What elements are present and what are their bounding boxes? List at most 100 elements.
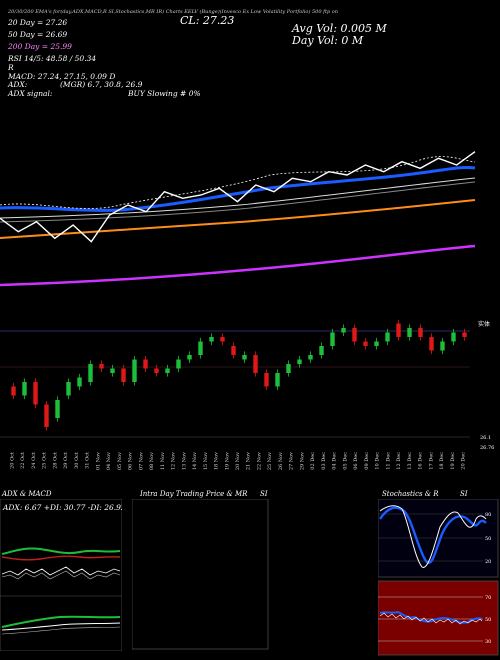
x-tick-label: 31 Oct [85, 452, 91, 469]
x-tick-label: 16 Dec [418, 452, 424, 470]
x-tick-label: 15 Nov [203, 452, 209, 470]
candle-body [374, 341, 379, 346]
intra-day-panel [132, 499, 269, 650]
candle-body [286, 364, 291, 373]
candle-body [44, 404, 49, 427]
candle-body [154, 368, 159, 373]
rsi-signal-line [379, 612, 483, 625]
candle-body [143, 359, 148, 369]
close-price-line [0, 151, 476, 243]
stoch-rsi-panel: 80 50 20 70 50 30 [378, 499, 499, 656]
candle-body [187, 355, 192, 360]
adx-label: ADX: [8, 80, 28, 89]
avg-vol-label: Avg Vol: 0.005 M [292, 22, 387, 35]
macd-label: MACD: 27.24, 27.15, 0.09 D [8, 72, 116, 81]
candle-body [77, 377, 82, 387]
adx-plus-di-line [1, 547, 121, 555]
x-axis-dates: 20 Oct 22 Oct 24 Oct 25 Oct 28 Oct 29 Oct 30 O… [9, 452, 466, 470]
candle-body [110, 368, 115, 373]
candle-body [55, 400, 60, 418]
x-tick-label: 22 Nov [256, 452, 262, 470]
candle-body [11, 386, 16, 396]
candle-body [66, 382, 71, 396]
x-tick-label: 11 Dec [385, 452, 391, 470]
candle-body [220, 337, 225, 342]
candle-body [132, 359, 137, 382]
candle-body [385, 332, 390, 342]
stoch-level-50: 50 [485, 536, 491, 542]
x-tick-label: 07 Nov [138, 452, 144, 470]
candle-body [253, 355, 258, 373]
candle-body [99, 364, 104, 369]
candle-body [341, 328, 346, 333]
candle-body [429, 337, 434, 351]
x-tick-label: 11 Nov [160, 452, 166, 470]
r-label: R [8, 63, 14, 72]
x-tick-label: 20 Oct [9, 452, 15, 469]
candle-body [407, 328, 412, 337]
x-tick-label: 06 Nov [128, 452, 134, 470]
x-tick-label: 29 Nov [299, 452, 305, 470]
price-label-lower-2: 26.76 [480, 445, 494, 451]
x-tick-label: 22 Oct [20, 452, 26, 469]
stoch-panel-si: SI [460, 490, 468, 498]
day-vol-label: Day Vol: 0 M [292, 34, 364, 47]
x-tick-label: 18 Dec [439, 452, 445, 470]
candle-body [176, 359, 181, 369]
candle-body [121, 368, 126, 382]
x-tick-label: 14 Nov [192, 452, 198, 470]
candle-body [264, 373, 269, 387]
x-tick-label: 21 Nov [246, 452, 252, 470]
adx-signal-label: ADX signal: [8, 89, 53, 98]
x-tick-label: 03 Dec [321, 452, 327, 470]
x-tick-label: 18 Nov [214, 452, 220, 470]
macd-line [1, 615, 121, 628]
adx-values-text: ADX: 6.67 +DI: 30.77 -DI: 26.92 [2, 503, 122, 512]
x-tick-label: 30 Oct [74, 452, 80, 469]
adx-panel: ADX: 6.67 +DI: 30.77 -DI: 26.92 [0, 499, 122, 651]
stoch-level-20: 20 [485, 559, 491, 565]
stoch-panel-title: Stochastics & R [382, 490, 439, 498]
rsi-line [379, 610, 483, 624]
x-tick-label: 24 Oct [31, 452, 37, 469]
x-tick-label: 19 Nov [224, 452, 230, 470]
adx-line-2 [1, 570, 121, 580]
candle-body [418, 328, 423, 337]
header-top-line: 20/30/200 EMA's for(day,ADX,MACD,R SI,St… [8, 9, 338, 15]
chart-header: 20/30/200 EMA's for(day,ADX,MACD,R SI,St… [0, 0, 500, 100]
candle-body [88, 364, 93, 382]
x-tick-label: 20 Nov [235, 452, 241, 470]
intra-panel-si: SI [260, 490, 268, 498]
x-tick-label: 17 Dec [428, 452, 434, 470]
ema20-line [0, 166, 476, 212]
x-tick-label: 27 Nov [289, 452, 295, 470]
rsi-level-50: 50 [485, 617, 491, 623]
candle-body [198, 341, 203, 355]
ema200-line [0, 199, 476, 239]
intra-panel-title: Intra Day Trading Price & MR [140, 490, 248, 498]
buy-signal: BUY Slowing # 0% [128, 89, 201, 98]
candle-body [297, 359, 302, 364]
candle-body [231, 346, 236, 355]
x-tick-label: 12 Nov [171, 452, 177, 470]
ema50-line [0, 177, 476, 219]
close-label: CL: 27.23 [180, 14, 235, 27]
x-tick-label: 29 Oct [63, 452, 69, 469]
x-tick-label: 06 Dec [353, 452, 359, 470]
adx-line [1, 566, 121, 576]
x-tick-label: 09 Dec [364, 452, 370, 470]
candle-body [165, 368, 170, 373]
ema50-label: 50 Day = 26.69 [8, 30, 68, 39]
price-label-lower-1: 26.1 [480, 435, 491, 441]
x-tick-label: 28 Oct [52, 452, 58, 469]
candle-body [275, 373, 280, 387]
candle-body [363, 341, 368, 346]
x-tick-label: 04 Nov [106, 452, 112, 470]
candle-body [319, 346, 324, 355]
candle-body [451, 332, 456, 342]
mri-line [0, 244, 476, 287]
x-tick-label: 08 Nov [149, 452, 155, 470]
price-label-upper: 实体 [478, 320, 490, 328]
stoch-level-80: 80 [485, 512, 491, 518]
x-tick-label: 19 Dec [450, 452, 456, 470]
